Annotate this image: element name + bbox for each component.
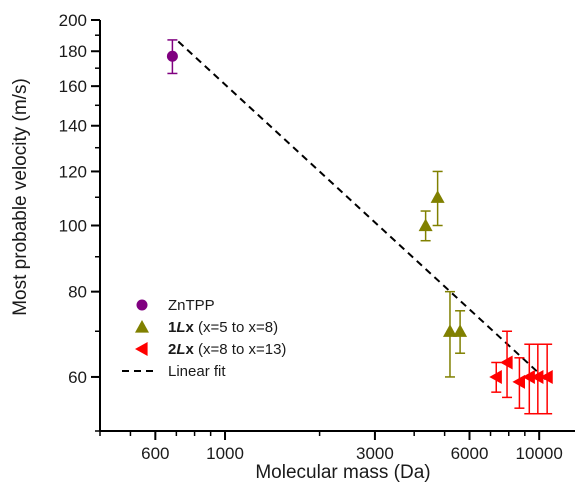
data-point [166,50,178,62]
legend-label: 1Lx (x=5 to x=8) [168,319,278,336]
series-circle [166,39,178,75]
data-point [500,355,513,370]
x-tick-label: 1000 [206,444,244,463]
data-point [418,218,433,232]
y-tick-label: 140 [59,117,87,136]
legend: ZnTPP 1Lx (x=5 to x=8) 2Lx (x=8 to x=13) Li… [122,297,286,380]
data-point [489,369,502,384]
axes: 60 80 100 120 140 160 180 200 600 1000 3000 6000 100… [59,11,575,463]
y-tick-label: 180 [59,42,87,61]
y-tick-label: 100 [59,217,87,236]
legend-label: 2Lx (x=8 to x=13) [168,341,286,358]
legend-swatch [135,320,149,333]
legend-label-part: (x=5 to x=8) [194,319,278,336]
data-point [430,190,445,203]
legend-label-part: x [186,319,195,336]
legend-label-part: Linear fit [168,363,226,380]
y-tick-label: 200 [59,11,87,30]
series-triangle-left [489,330,553,415]
y-axis-label: Most probable velocity (m/s) [10,78,31,316]
data-point [522,369,535,384]
data-point [453,324,468,337]
x-tick-label: 600 [141,444,169,463]
data-point [540,369,553,384]
x-tick-label: 3000 [356,444,394,463]
legend-label-part: L [176,319,185,336]
legend-label-part: x [186,341,195,358]
legend-label-part: 1 [168,319,176,336]
legend-label: ZnTPP [168,297,215,314]
y-tick-label: 120 [59,162,87,181]
data-point [530,369,544,384]
legend-label-part: L [176,341,185,358]
data-point [512,374,526,389]
legend-label: Linear fit [168,363,226,380]
x-tick-label: 6000 [451,444,489,463]
y-tick-label: 80 [68,283,87,302]
y-tick-label: 60 [68,368,87,387]
legend-swatch [135,342,148,356]
data-series [166,39,553,415]
series-triangle-up [418,170,468,378]
data-point [442,324,457,337]
x-axis-label: Molecular mass (Da) [255,462,430,483]
legend-label-part: ZnTPP [168,297,215,314]
legend-label-part: (x=8 to x=13) [194,341,287,358]
y-tick-label: 160 [59,77,87,96]
legend-swatch [136,299,148,311]
x-tick-label: 10000 [516,444,563,463]
legend-label-part: 2 [168,341,176,358]
